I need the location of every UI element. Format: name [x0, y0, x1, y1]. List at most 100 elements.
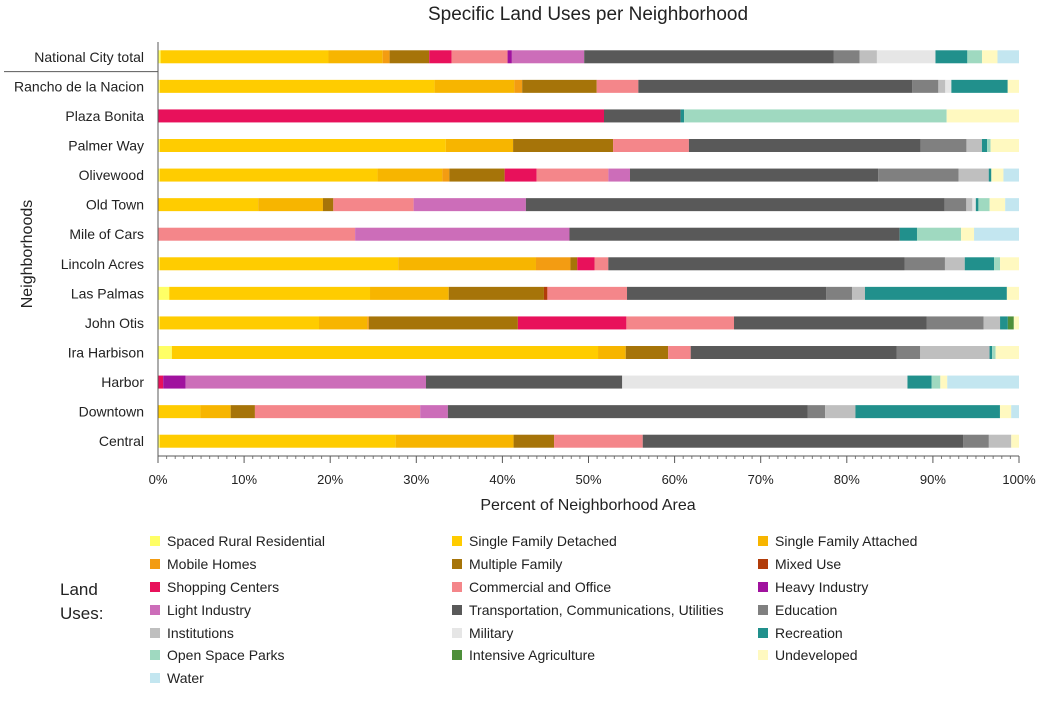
bar-segment — [931, 375, 941, 389]
bar-segment — [627, 286, 827, 300]
bar-segment — [159, 257, 399, 271]
x-tick-label: 80% — [834, 472, 860, 487]
legend-item: Institutions — [150, 621, 452, 644]
bar-segment — [158, 434, 160, 448]
legend-label: Institutions — [167, 624, 234, 641]
legend-label: Recreation — [775, 624, 843, 641]
legend-label: Open Space Parks — [167, 647, 285, 664]
bar-segment — [1011, 434, 1019, 448]
bar-segment — [926, 316, 984, 330]
bar-segment — [577, 257, 595, 271]
bar-segment — [554, 434, 643, 448]
legend-swatch — [150, 536, 160, 547]
category-label: Lincoln Acres — [61, 256, 144, 272]
legend-item: Water — [150, 667, 452, 690]
bar-segment — [807, 405, 826, 419]
bar-segment — [864, 286, 1007, 300]
stacked-bar-chart: Specific Land Uses per Neighborhood Neig… — [4, 4, 1036, 514]
bar-segment — [622, 375, 908, 389]
bar-segment — [596, 79, 639, 93]
bar-segment — [536, 168, 609, 182]
bar-segment — [935, 50, 968, 64]
bar-segment — [322, 198, 334, 212]
bar-segment — [258, 198, 323, 212]
legend: Spaced Rural Residential Single Family De… — [150, 530, 1050, 690]
legend-item: Shopping Centers — [150, 576, 452, 599]
bar-segment — [158, 139, 160, 152]
legend-label: Water — [167, 670, 204, 687]
legend-title-line: Land — [60, 580, 98, 599]
bar-segment — [978, 198, 990, 212]
category-label: Rancho de la Nacion — [14, 78, 144, 94]
bar-segment — [525, 198, 945, 212]
x-tick-label: 60% — [662, 472, 688, 487]
bar-segment — [158, 109, 604, 123]
bar-segment — [449, 168, 505, 182]
x-tick-label: 40% — [489, 472, 515, 487]
bar-segment — [947, 375, 1019, 389]
category-label: Palmer Way — [68, 138, 144, 154]
legend-label: Spaced Rural Residential — [167, 533, 325, 550]
bar-segment — [185, 375, 426, 389]
bar-segment — [158, 346, 172, 359]
bar-segment — [429, 50, 452, 64]
bar-segment — [159, 79, 435, 93]
legend-swatch — [150, 559, 160, 570]
bar-segment — [333, 198, 414, 212]
bar-segment — [859, 50, 877, 64]
bar-segment — [899, 227, 917, 241]
bar-segment — [684, 109, 947, 123]
legend-label: Transportation, Communications, Utilitie… — [469, 601, 724, 618]
bar-segment — [896, 346, 921, 359]
legend-swatch — [758, 604, 768, 615]
legend-title-line: Uses: — [60, 604, 104, 623]
bar-segment — [160, 50, 329, 64]
axis-lines — [4, 42, 1019, 457]
bar-segment — [876, 50, 936, 64]
legend-label: Mixed Use — [775, 556, 842, 573]
bar-segment — [420, 405, 448, 419]
x-tick-label: 50% — [575, 472, 601, 487]
bar-segment — [944, 257, 965, 271]
bar-segment — [995, 346, 1019, 359]
bar-segment — [680, 109, 685, 123]
bar-segment — [370, 286, 449, 300]
bar-segment — [594, 257, 609, 271]
category-label: Plaza Bonita — [65, 108, 144, 124]
category-label: Harbor — [101, 374, 144, 390]
legend-item: Heavy Industry — [758, 576, 1048, 599]
bar-segment — [158, 79, 160, 93]
bar-segment — [994, 257, 1001, 271]
legend-label: Undeveloped — [775, 647, 858, 664]
bar-segment — [522, 79, 597, 93]
bar-segment — [613, 139, 689, 152]
bar-segment — [945, 79, 952, 93]
legend-item: Transportation, Communications, Utilitie… — [452, 598, 758, 621]
category-label: Central — [99, 433, 144, 449]
bar-segment — [734, 316, 927, 330]
bar-segment — [981, 50, 998, 64]
bar-segment — [163, 375, 186, 389]
bar-segment — [904, 257, 945, 271]
bar-segment — [981, 139, 988, 152]
legend-label: Multiple Family — [469, 556, 563, 573]
legend-swatch — [150, 581, 160, 592]
bar-segments — [158, 50, 1019, 448]
bar-segment — [517, 316, 627, 330]
x-tick-label: 0% — [149, 472, 168, 487]
bar-segment — [855, 405, 1000, 419]
category-label: Las Palmas — [71, 285, 144, 301]
bar-segment — [230, 405, 255, 419]
x-tick-label: 90% — [920, 472, 946, 487]
bar-segment — [920, 346, 990, 359]
bar-segment — [159, 316, 319, 330]
bar-segment — [570, 257, 578, 271]
bar-segment — [878, 168, 959, 182]
bar-segment — [442, 168, 450, 182]
x-tick-label: 20% — [317, 472, 343, 487]
bar-segment — [997, 50, 1019, 64]
bar-segment — [448, 286, 544, 300]
bar-segment — [946, 109, 1019, 123]
bar-segment — [171, 346, 599, 359]
legend-item: Spaced Rural Residential — [150, 530, 452, 553]
